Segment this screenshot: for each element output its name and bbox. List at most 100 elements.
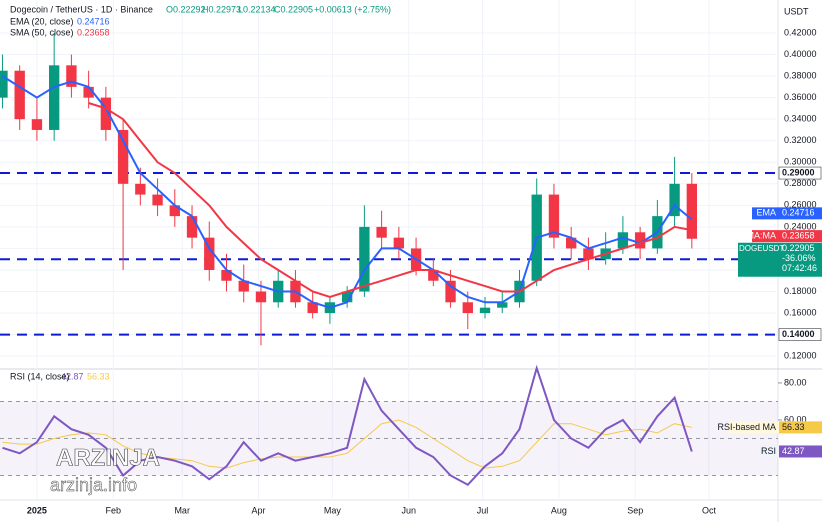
watermark-brand: ARZINJA	[56, 444, 160, 471]
candle-body	[100, 97, 112, 130]
candle-body	[221, 269, 232, 281]
price-symbol: DOGEUSDT	[739, 244, 784, 253]
rsi-title: RSI (14, close)	[10, 371, 70, 381]
candle-body	[583, 248, 594, 260]
rsi-line	[2, 419, 692, 469]
price-countdown: 07:42:46	[782, 263, 817, 273]
x-tick-label: May	[324, 505, 342, 515]
candle-body	[152, 194, 163, 206]
ma-tag	[752, 207, 822, 220]
y-tick-label: 0.34000	[784, 114, 817, 124]
candle-body	[393, 237, 405, 249]
x-tick-label: Apr	[252, 505, 266, 515]
candle-body	[31, 119, 43, 130]
ma-line	[88, 102, 692, 298]
chart-title: Dogecoin / TetherUS · 1D · Binance	[10, 4, 153, 14]
y-tick-label: 0.36000	[784, 92, 817, 102]
candle-body	[255, 291, 267, 303]
legend-value: 0.24716	[77, 16, 110, 26]
candle-body	[669, 183, 680, 217]
candle-body	[83, 86, 94, 98]
price-tag	[738, 242, 822, 277]
x-tick-label: Sep	[627, 505, 643, 515]
candle-body	[634, 232, 646, 249]
x-tick-label: Aug	[551, 505, 567, 515]
candle-body	[204, 237, 215, 270]
price-value: 0.22905	[782, 243, 815, 253]
y-tick-label: 0.12000	[784, 351, 817, 361]
y-tick-label: 0.40000	[784, 49, 817, 59]
x-tick-label: Jun	[401, 505, 416, 515]
candle-body	[617, 232, 629, 249]
ohlc-value: H0.22973	[202, 4, 241, 14]
y-tick-label: 0.16000	[784, 307, 817, 317]
price-change: -36.06%	[782, 253, 816, 263]
ma-line	[1, 75, 693, 309]
ma-tag-name: SMA:MA	[740, 230, 776, 240]
candle-body	[686, 183, 697, 239]
candle-body	[66, 65, 77, 87]
legend-value: 42.87	[61, 371, 84, 381]
y-tick-label: 60.00	[784, 414, 807, 424]
ma-tag-value: 0.24716	[782, 208, 815, 218]
legend-value: 56.33	[87, 371, 110, 381]
watermark-site: arzinja.info	[50, 475, 137, 495]
ohlc-value: +0.00613 (+2.75%)	[314, 4, 391, 14]
candle-body	[117, 129, 129, 184]
y-tick-label: 0.24000	[784, 221, 817, 231]
level-label: 0.29000	[782, 167, 815, 177]
candle-body	[497, 302, 508, 308]
ohlc-value: C0.22905	[274, 4, 313, 14]
candle-body	[307, 302, 318, 314]
candle-body	[548, 194, 560, 238]
y-tick-label: 0.30000	[784, 157, 817, 167]
y-tick-label: 0.18000	[784, 286, 817, 296]
x-tick-label: 2025	[27, 505, 47, 515]
y-tick-label: 0.32000	[784, 135, 817, 145]
ma-tag-value: 0.23658	[782, 230, 815, 240]
x-tick-label: Feb	[105, 505, 121, 515]
candle-body	[186, 216, 198, 238]
currency-label: USDT	[784, 6, 809, 16]
y-tick-label: 0.38000	[784, 70, 817, 80]
candle-body	[238, 280, 249, 292]
ohlc-value: L0.22134	[238, 4, 276, 14]
candle-body	[48, 65, 60, 130]
legend-value: 0.23658	[77, 27, 110, 37]
legend-name: SMA (50, close)	[10, 27, 74, 37]
candle-body	[376, 226, 387, 238]
candle-body	[359, 226, 370, 292]
rsi-tag-value-bg	[779, 421, 822, 434]
candle-body	[0, 70, 8, 98]
rsi-tag-value: 56.33	[782, 422, 805, 432]
x-tick-label: Mar	[174, 505, 190, 515]
level-tag	[778, 328, 822, 341]
ma-tag-name: EMA	[756, 208, 776, 218]
y-tick-label: 80.00	[784, 377, 807, 387]
x-tick-label: Oct	[702, 505, 717, 515]
rsi-tag-value-bg	[779, 445, 822, 458]
x-tick-label: Jul	[477, 505, 489, 515]
ohlc-value: O0.22292	[166, 4, 206, 14]
y-tick-label: 0.42000	[784, 27, 817, 37]
rsi-tag-name: RSI-based MA	[717, 422, 776, 432]
ma-tag	[752, 230, 822, 243]
candle-body	[462, 302, 473, 314]
level-tag	[778, 166, 822, 180]
legend-name: EMA (20, close)	[10, 16, 74, 26]
rsi-tag-name: RSI	[761, 446, 776, 456]
level-label: 0.14000	[782, 329, 815, 339]
candle-body	[169, 205, 180, 217]
candle-body	[479, 307, 491, 314]
candle-body	[566, 237, 577, 249]
rsi-line	[2, 364, 693, 487]
candle-body	[428, 269, 439, 281]
candle-body	[14, 70, 25, 120]
y-tick-label: 0.28000	[784, 178, 817, 188]
y-tick-label: 0.26000	[784, 200, 817, 210]
candle-body	[445, 280, 456, 303]
candle-body	[341, 291, 353, 303]
rsi-tag-value: 42.87	[782, 446, 805, 456]
candle-body	[135, 183, 146, 195]
